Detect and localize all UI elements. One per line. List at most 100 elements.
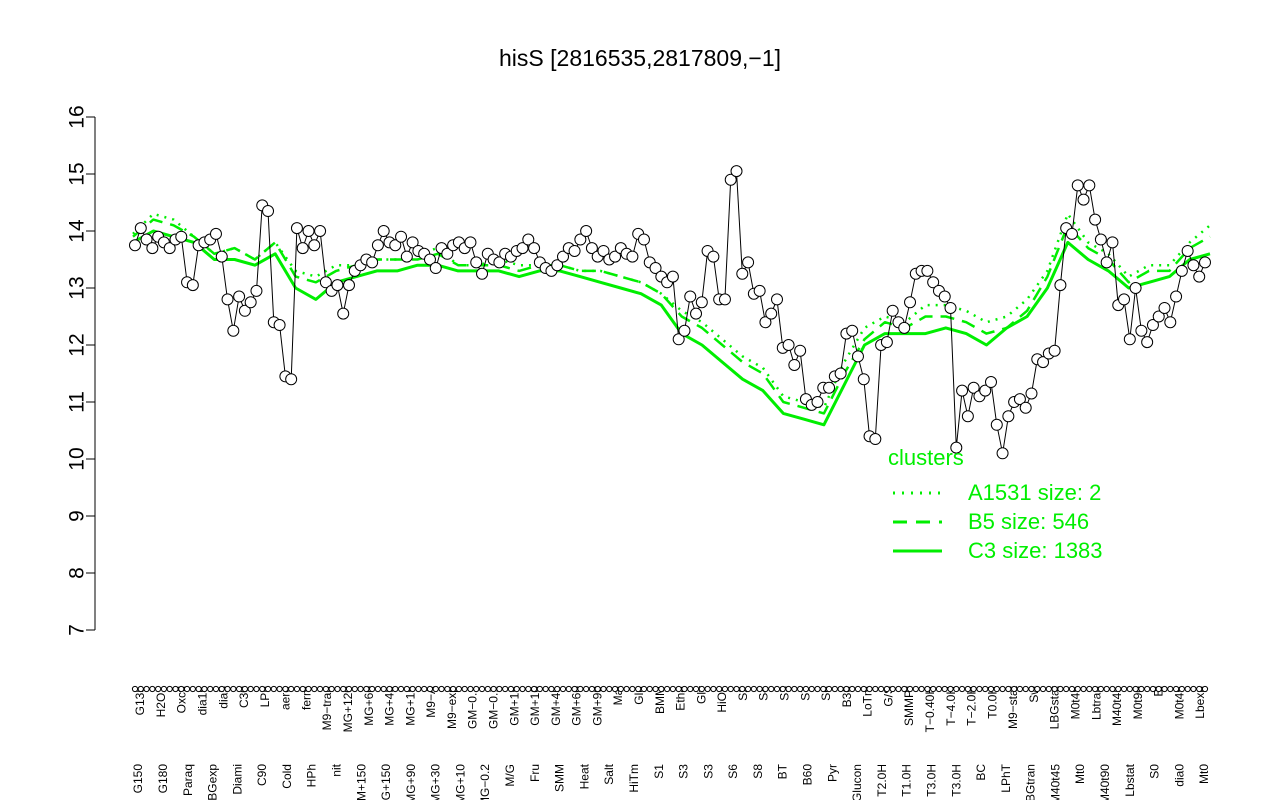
x-tick-marker <box>1144 685 1151 693</box>
data-point <box>672 333 685 346</box>
data-point <box>215 250 228 263</box>
x-tick-marker <box>820 685 827 693</box>
data-point <box>990 418 1003 431</box>
x-tick-marker <box>999 685 1006 693</box>
x-tick-marker <box>924 685 931 693</box>
data-point <box>464 236 477 249</box>
data-point <box>666 270 679 283</box>
x-axis-labels: G135 H2O2 Oxctl dia15 dia5 C30 LPh aero ferm M9−t… <box>131 685 1211 805</box>
data-point <box>782 339 795 351</box>
data-point <box>996 447 1009 460</box>
data-point <box>1118 293 1131 306</box>
x-tick-label: MG+15 <box>403 686 417 726</box>
x-tick-marker <box>1103 685 1110 693</box>
y-tick-label: 8 <box>66 567 89 579</box>
data-point <box>319 276 332 289</box>
data-point <box>400 250 413 263</box>
x-tick-marker <box>328 685 335 693</box>
data-point <box>221 293 234 306</box>
data-point <box>1187 259 1200 272</box>
x-tick-marker <box>895 685 902 693</box>
x-tick-label: HiOs <box>715 686 729 713</box>
x-tick-marker <box>681 685 688 693</box>
x-tick-label: Heat <box>577 763 591 789</box>
data-line <box>134 169 1206 454</box>
x-tick-marker <box>941 685 948 693</box>
x-tick-label: GM+150 <box>354 764 368 800</box>
x-tick-label: LBGtran <box>1024 764 1038 800</box>
x-tick-marker <box>502 685 509 693</box>
x-tick-marker <box>664 685 671 693</box>
x-tick-marker <box>392 685 399 693</box>
x-tick-marker <box>611 685 619 693</box>
x-tick-marker <box>1080 685 1087 693</box>
x-tick-marker <box>311 685 318 693</box>
x-tick-marker <box>883 685 890 693</box>
data-point <box>1048 344 1061 357</box>
y-tick-label: 15 <box>66 162 89 185</box>
x-tick-label: GM+45 <box>549 686 563 726</box>
y-axis: 7 8 9 10 11 12 13 14 15 16 <box>66 105 96 636</box>
data-point <box>961 410 974 423</box>
x-tick-marker <box>837 685 844 693</box>
x-tick-label: T1.0H <box>900 764 914 797</box>
x-tick-marker <box>496 685 503 693</box>
x-tick-marker <box>264 685 272 693</box>
x-tick-marker <box>519 685 526 693</box>
data-point <box>730 165 743 178</box>
x-tick-label: M40t45 <box>1110 686 1124 726</box>
data-point <box>140 233 153 246</box>
data-point <box>302 225 315 237</box>
x-tick-label: M9−tran <box>320 686 334 730</box>
x-tick-label: BT <box>776 763 790 779</box>
x-tick-marker <box>1138 685 1145 693</box>
x-tick-marker <box>588 685 596 693</box>
x-tick-marker <box>1068 685 1076 693</box>
x-tick-marker <box>1086 685 1093 693</box>
x-tick-marker <box>577 685 584 693</box>
data-point <box>927 276 940 289</box>
data-point <box>1193 270 1206 283</box>
x-tick-label: T−2.0H <box>965 686 979 726</box>
x-tick-marker <box>623 685 630 693</box>
x-tick-marker <box>270 685 277 693</box>
data-point <box>1013 393 1026 406</box>
x-tick-marker <box>1172 685 1180 693</box>
x-tick-marker <box>230 685 237 693</box>
data-point <box>343 279 355 292</box>
data-point <box>724 173 737 186</box>
data-point <box>250 284 263 297</box>
data-point <box>1094 233 1107 246</box>
data-point <box>1146 319 1159 332</box>
x-tick-label: SMM <box>553 764 567 792</box>
data-point <box>1129 282 1142 294</box>
data-point <box>331 279 344 292</box>
data-point <box>296 242 309 255</box>
x-tick-marker <box>854 685 862 693</box>
x-tick-label: GM+15 <box>507 686 521 726</box>
x-tick-marker <box>299 685 306 693</box>
x-tick-marker <box>773 685 781 693</box>
x-tick-label: S6 <box>726 764 740 779</box>
x-tick-marker <box>374 685 382 693</box>
x-tick-marker <box>1045 685 1052 693</box>
x-tick-label: G180 <box>156 764 170 794</box>
x-tick-label: BMM <box>653 686 667 714</box>
x-tick-marker <box>918 685 925 693</box>
y-tick-label: 7 <box>66 624 89 636</box>
x-tick-marker <box>646 685 653 693</box>
x-tick-marker <box>484 685 491 693</box>
x-tick-marker <box>444 685 451 693</box>
x-tick-marker <box>409 685 416 693</box>
data-point <box>1135 324 1148 337</box>
x-tick-marker <box>675 685 682 693</box>
data-point <box>522 233 535 246</box>
data-point <box>938 290 951 303</box>
x-tick-label: Diami <box>230 764 244 795</box>
x-tick-label: Salt <box>602 763 616 784</box>
x-tick-label: MG+45 <box>383 686 397 726</box>
x-tick-label: SMMPr <box>902 686 916 726</box>
data-point <box>695 296 708 309</box>
x-tick-marker <box>756 685 763 693</box>
